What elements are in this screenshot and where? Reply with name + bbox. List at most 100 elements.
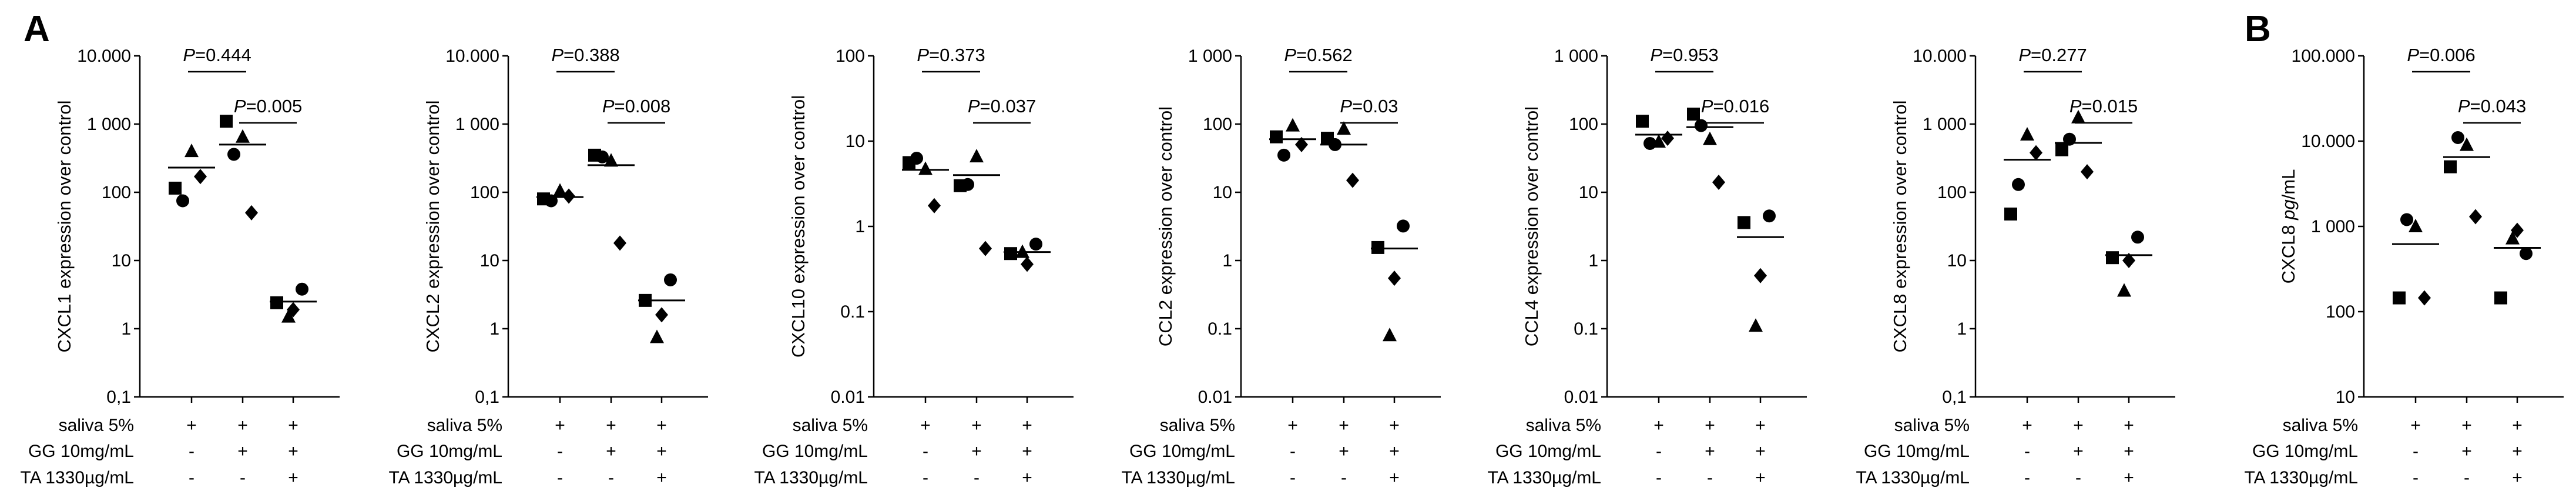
y-axis-label: CXCL10 expression over control bbox=[788, 95, 809, 358]
data-point-square bbox=[2106, 251, 2119, 265]
p-value-label: P=0.277 bbox=[2018, 45, 2087, 65]
group-1 bbox=[2392, 213, 2439, 306]
condition-sign: - bbox=[923, 468, 928, 487]
y-tick-label: 0.01 bbox=[1564, 388, 1598, 407]
group-1 bbox=[536, 183, 583, 208]
group-3 bbox=[2105, 231, 2152, 297]
condition-sign: - bbox=[557, 468, 563, 487]
condition-sign: + bbox=[606, 416, 616, 435]
group-3 bbox=[1737, 209, 1784, 332]
data-point-circle bbox=[2131, 231, 2144, 244]
condition-sign: + bbox=[2073, 416, 2084, 435]
data-point-triangle bbox=[1749, 318, 1763, 332]
y-tick-label: 100 bbox=[1569, 115, 1598, 134]
y-tick-label: 10.000 bbox=[1913, 46, 1967, 66]
condition-sign: + bbox=[1653, 416, 1664, 435]
data-point-diamond bbox=[2511, 222, 2524, 238]
condition-sign: + bbox=[920, 416, 931, 435]
data-point-diamond bbox=[194, 169, 207, 185]
y-axis-label: CCL2 expression over control bbox=[1155, 106, 1176, 346]
condition-sign: - bbox=[1290, 468, 1296, 487]
condition-sign: - bbox=[1656, 442, 1662, 461]
p-value-label: P=0.444 bbox=[183, 45, 251, 65]
data-point-diamond bbox=[2122, 253, 2135, 268]
condition-sign: + bbox=[1755, 416, 1766, 435]
data-point-triangle bbox=[604, 153, 618, 167]
condition-label: saliva 5% bbox=[427, 416, 502, 435]
condition-sign: + bbox=[1339, 416, 1349, 435]
data-point-square bbox=[537, 192, 550, 206]
data-point-square bbox=[1636, 115, 1649, 128]
data-point-triangle bbox=[185, 143, 199, 158]
data-point-diamond bbox=[1295, 136, 1308, 152]
data-point-circle bbox=[664, 273, 677, 286]
panel-letter-a: A bbox=[24, 9, 50, 49]
group-2 bbox=[1686, 108, 1733, 191]
condition-sign: + bbox=[1287, 416, 1298, 435]
panel-cxcl8-pgml: B 10 100 1 000 10.000 100.000 CXCL8 pg/mL P=0.0… bbox=[2244, 9, 2564, 487]
condition-sign: + bbox=[1022, 416, 1032, 435]
condition-sign: + bbox=[2410, 416, 2421, 435]
condition-sign: + bbox=[1705, 442, 1715, 461]
y-tick-label: 1 bbox=[1957, 319, 1967, 339]
condition-label: saliva 5% bbox=[59, 416, 134, 435]
panel-ccl4: 0.01 0.1 1 10 100 1 000 CCL4 expression over c… bbox=[1487, 45, 1807, 487]
data-point-triangle bbox=[1383, 328, 1397, 342]
group-3 bbox=[638, 273, 685, 343]
condition-sign: - bbox=[2413, 468, 2419, 487]
condition-label: GG 10mg/mL bbox=[2252, 442, 2358, 461]
y-tick-label: 0,1 bbox=[106, 388, 131, 407]
panel-ccl2: 0.01 0.1 1 10 100 1 000 CCL2 expression over c… bbox=[1121, 45, 1441, 487]
data-point-diamond bbox=[1712, 175, 1725, 191]
data-point-diamond bbox=[655, 307, 668, 323]
data-point-circle bbox=[1029, 238, 1042, 251]
group-3 bbox=[1371, 219, 1418, 342]
condition-sign: - bbox=[2075, 468, 2081, 487]
p-value-label: P=0.008 bbox=[602, 96, 670, 116]
condition-label: GG 10mg/mL bbox=[1129, 442, 1235, 461]
y-tick-label: 100 bbox=[102, 183, 131, 202]
condition-sign: + bbox=[656, 442, 667, 461]
y-tick-label: 0.1 bbox=[840, 302, 865, 322]
condition-sign: - bbox=[189, 468, 194, 487]
y-tick-label: 10 bbox=[846, 132, 865, 151]
condition-sign: + bbox=[2461, 416, 2472, 435]
condition-sign: + bbox=[1389, 442, 1400, 461]
condition-sign: + bbox=[1022, 468, 1032, 487]
panel-letter-b: B bbox=[2245, 9, 2271, 49]
condition-label: saliva 5% bbox=[1160, 416, 1235, 435]
data-point-square bbox=[2055, 143, 2068, 156]
condition-sign: - bbox=[923, 442, 928, 461]
y-tick-label: 1 bbox=[489, 319, 499, 339]
data-point-diamond bbox=[1346, 172, 1359, 188]
condition-label: TA 1330µg/mL bbox=[2244, 468, 2358, 487]
data-point-square bbox=[220, 115, 233, 128]
data-point-square bbox=[2393, 291, 2406, 305]
y-tick-label: 1 bbox=[1588, 251, 1598, 270]
y-tick-label: 0.1 bbox=[1574, 319, 1598, 339]
data-point-square bbox=[2494, 291, 2507, 305]
p-value-label: P=0.005 bbox=[234, 96, 302, 116]
condition-sign: + bbox=[555, 416, 565, 435]
data-point-diamond bbox=[2030, 145, 2042, 161]
y-tick-label: 1 000 bbox=[1923, 115, 1967, 134]
data-point-circle bbox=[1397, 219, 1410, 233]
group-2 bbox=[588, 148, 635, 251]
p-value-label: P=0.388 bbox=[551, 45, 619, 65]
data-point-circle bbox=[1763, 209, 1776, 223]
y-tick-label: 10 bbox=[480, 251, 499, 270]
data-point-triangle bbox=[2460, 137, 2474, 151]
condition-label: TA 1330µg/mL bbox=[1121, 468, 1235, 487]
y-axis-label: CXCL2 expression over control bbox=[422, 100, 443, 352]
data-point-square bbox=[1004, 247, 1017, 260]
condition-label: saliva 5% bbox=[2283, 416, 2358, 435]
y-tick-label: 100.000 bbox=[2292, 46, 2355, 66]
data-point-triangle bbox=[1337, 121, 1351, 135]
data-point-diamond bbox=[1754, 268, 1767, 283]
data-point-circle bbox=[2520, 247, 2533, 260]
condition-sign: + bbox=[186, 416, 197, 435]
condition-sign: + bbox=[2124, 442, 2134, 461]
y-tick-label: 0.01 bbox=[831, 388, 865, 407]
y-tick-label: 100 bbox=[1203, 115, 1232, 134]
